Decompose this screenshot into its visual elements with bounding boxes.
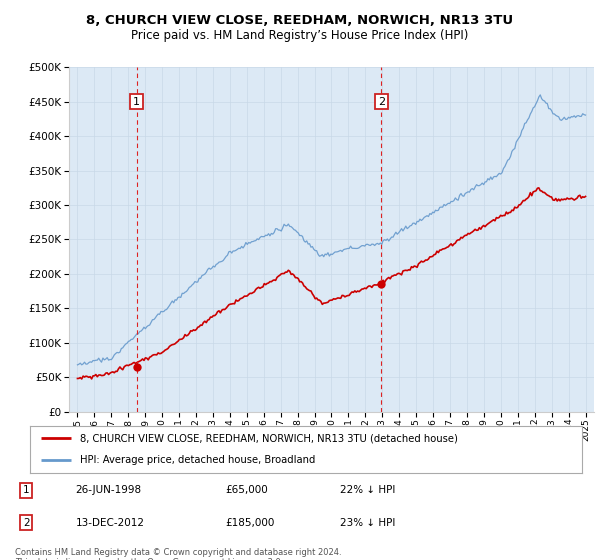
Text: 13-DEC-2012: 13-DEC-2012 bbox=[76, 517, 145, 528]
Text: Price paid vs. HM Land Registry’s House Price Index (HPI): Price paid vs. HM Land Registry’s House … bbox=[131, 29, 469, 42]
Text: 1: 1 bbox=[133, 97, 140, 106]
Text: 1: 1 bbox=[23, 486, 30, 496]
Text: 22% ↓ HPI: 22% ↓ HPI bbox=[340, 486, 395, 496]
Text: HPI: Average price, detached house, Broadland: HPI: Average price, detached house, Broa… bbox=[80, 455, 315, 465]
Text: £65,000: £65,000 bbox=[225, 486, 268, 496]
Text: £185,000: £185,000 bbox=[225, 517, 274, 528]
Text: 26-JUN-1998: 26-JUN-1998 bbox=[76, 486, 142, 496]
Text: Contains HM Land Registry data © Crown copyright and database right 2024.
This d: Contains HM Land Registry data © Crown c… bbox=[15, 548, 341, 560]
Text: 8, CHURCH VIEW CLOSE, REEDHAM, NORWICH, NR13 3TU (detached house): 8, CHURCH VIEW CLOSE, REEDHAM, NORWICH, … bbox=[80, 433, 458, 444]
Text: 2: 2 bbox=[23, 517, 30, 528]
Text: 8, CHURCH VIEW CLOSE, REEDHAM, NORWICH, NR13 3TU: 8, CHURCH VIEW CLOSE, REEDHAM, NORWICH, … bbox=[86, 14, 514, 27]
Text: 23% ↓ HPI: 23% ↓ HPI bbox=[340, 517, 395, 528]
Text: 2: 2 bbox=[378, 97, 385, 106]
